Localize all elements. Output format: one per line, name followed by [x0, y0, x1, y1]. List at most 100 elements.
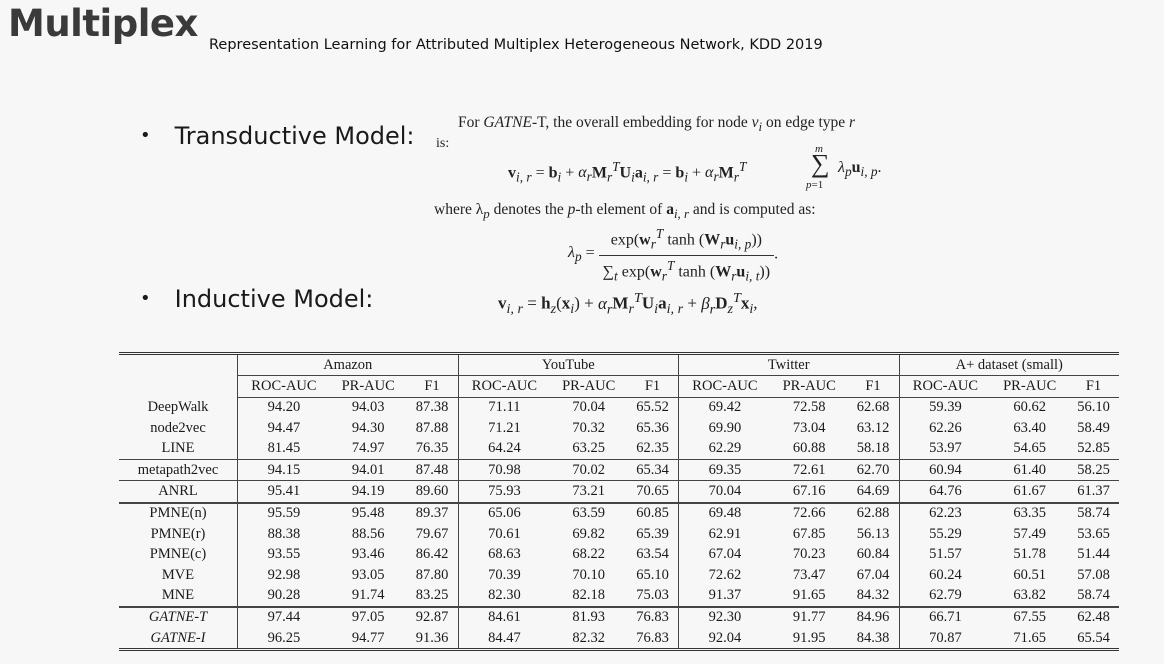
- formula-intro: For GATNE-T, the overall embedding for n…: [458, 114, 856, 135]
- table-cell: 93.05: [351, 566, 385, 583]
- table-cell: 68.22: [572, 546, 605, 563]
- table-cell: 63.12: [847, 418, 900, 439]
- table-cell: 96.25: [237, 628, 330, 652]
- table-cell: 88.38: [267, 525, 301, 542]
- table-cell: 94.01: [329, 458, 407, 481]
- table-cell: 58.25: [1068, 458, 1119, 481]
- paper-citation: Representation Learning for Attributed M…: [209, 37, 823, 53]
- table-cell: 62.68: [847, 397, 900, 419]
- table-cell: 84.38: [847, 628, 900, 652]
- table-cell: 88.56: [351, 525, 385, 542]
- table-cell: 84.32: [847, 585, 900, 607]
- metric-header: F1: [627, 375, 679, 398]
- table-cell: 70.65: [627, 480, 679, 503]
- table-cell: 62.91: [708, 525, 742, 542]
- method-name: PMNE(r): [119, 524, 238, 545]
- formula-where: where λp denotes the p-th element of ai,…: [434, 201, 816, 222]
- table-cell: 68.63: [488, 546, 521, 563]
- table-row: node2vec 94.47 94.30 87.88 71.21 70.32 65.36 69…: [119, 418, 1119, 439]
- table-row: PMNE(r) 88.38 88.56 79.67 70.61 69.82 65.39 62.…: [119, 524, 1119, 545]
- table-cell: 70.23: [792, 546, 826, 563]
- table-cell: 87.80: [406, 564, 459, 586]
- method-name: MNE: [119, 585, 238, 607]
- table-row: PMNE(c) 93.55 93.46 86.42 68.63 68.22 63.54 67.…: [119, 544, 1119, 565]
- metric-header-row: ROC-AUC PR-AUC F1 ROC-AUC PR-AUC F1 ROC-…: [119, 375, 1119, 398]
- metric-header: ROC-AUC: [899, 375, 992, 398]
- table-cell: 82.18: [572, 586, 605, 603]
- results-table: Amazon YouTube Twitter A+ dataset (small…: [119, 351, 1119, 652]
- table-cell: 70.61: [488, 525, 521, 542]
- table-cell: 61.40: [991, 458, 1068, 481]
- table-cell: 76.83: [627, 628, 679, 652]
- metric-header: PR-AUC: [329, 375, 407, 398]
- formula-lambda: λp = exp(wrT tanh (Wrui, p)) ∑t exp(wrT …: [568, 226, 779, 284]
- table-cell: 70.98: [458, 458, 551, 481]
- table-cell: 82.30: [488, 586, 521, 603]
- table-cell: 93.55: [267, 546, 301, 563]
- dataset-header: Twitter: [678, 351, 900, 377]
- bullet-label: Transductive Model:: [174, 122, 415, 150]
- method-name: PMNE(c): [119, 544, 238, 565]
- table-cell: 94.47: [267, 419, 301, 436]
- table-cell: 87.88: [406, 418, 459, 439]
- table-cell: 93.46: [351, 546, 385, 563]
- table-cell: 58.74: [1068, 501, 1119, 525]
- table-cell: 64.76: [899, 480, 992, 503]
- table-cell: 51.44: [1077, 546, 1110, 563]
- table-cell: 70.10: [572, 566, 605, 583]
- table-cell: 67.16: [770, 480, 848, 503]
- table-cell: 91.36: [406, 628, 459, 652]
- table-cell: 72.61: [770, 458, 848, 481]
- table-cell: 62.29: [708, 440, 742, 457]
- table-cell: 65.39: [627, 524, 679, 545]
- table-cell: 57.08: [1077, 566, 1110, 583]
- metric-header: ROC-AUC: [458, 375, 551, 398]
- table-row: DeepWalk 94.20 94.03 87.38 71.11 70.04 65.52 69…: [119, 397, 1119, 419]
- table-cell: 76.83: [627, 605, 679, 629]
- table-cell: 62.23: [899, 501, 992, 525]
- table-cell: 55.29: [929, 525, 962, 542]
- table-cell: 91.95: [770, 628, 848, 652]
- table-cell: 62.35: [627, 438, 679, 460]
- table-cell: 82.32: [550, 628, 627, 652]
- table-cell: 67.55: [991, 605, 1068, 629]
- metric-header: PR-AUC: [550, 375, 627, 398]
- method-name: metapath2vec: [119, 458, 238, 481]
- table-cell: 51.57: [929, 546, 962, 563]
- formula-intro-is: is:: [436, 136, 450, 151]
- table-cell: 65.06: [458, 501, 551, 525]
- table-cell: 64.24: [488, 440, 521, 457]
- table-cell: 71.11: [488, 399, 521, 416]
- formula-inductive: vi, r = hz(xi) + αrMrTUiai, r + βrDzTxi,: [498, 290, 758, 318]
- table-cell: 94.15: [237, 458, 330, 481]
- table-cell: 58.74: [1077, 586, 1110, 603]
- table-cell: 63.35: [991, 501, 1068, 525]
- table-cell: 62.88: [847, 501, 900, 525]
- table-cell: 92.98: [267, 566, 301, 583]
- table-cell: 74.97: [351, 440, 385, 457]
- table-cell: 94.03: [351, 399, 385, 416]
- metric-header: F1: [847, 375, 900, 398]
- method-name: DeepWalk: [119, 397, 238, 419]
- table-row: GATNE-T 97.44 97.05 92.87 84.61 81.93 76.83 92.…: [119, 605, 1119, 629]
- table-cell: 76.35: [406, 438, 459, 460]
- table-row: PMNE(n) 95.59 95.48 89.37 65.06 63.59 60.85 69.…: [119, 501, 1119, 525]
- table-cell: 70.02: [550, 458, 627, 481]
- bullet-dot-icon: •: [140, 125, 151, 146]
- table-cell: 58.18: [847, 438, 900, 460]
- table-row: MVE 92.98 93.05 87.80 70.39 70.10 65.10 72.62 73…: [119, 564, 1119, 586]
- table-cell: 81.45: [267, 440, 301, 457]
- table-cell: 60.85: [627, 501, 679, 525]
- table-cell: 61.37: [1068, 480, 1119, 503]
- table-cell: 59.39: [929, 399, 962, 416]
- table-cell: 84.61: [458, 605, 551, 629]
- table-cell: 81.93: [550, 605, 627, 629]
- table-cell: 56.10: [1077, 399, 1110, 416]
- table-cell: 70.32: [572, 419, 605, 436]
- table-cell: 83.25: [406, 585, 459, 607]
- table-cell: 72.62: [708, 566, 742, 583]
- table-cell: 95.41: [237, 480, 330, 503]
- dataset-header-row: Amazon YouTube Twitter A+ dataset (small…: [119, 351, 1119, 398]
- table-cell: 63.25: [572, 440, 605, 457]
- method-name: ANRL: [119, 480, 238, 503]
